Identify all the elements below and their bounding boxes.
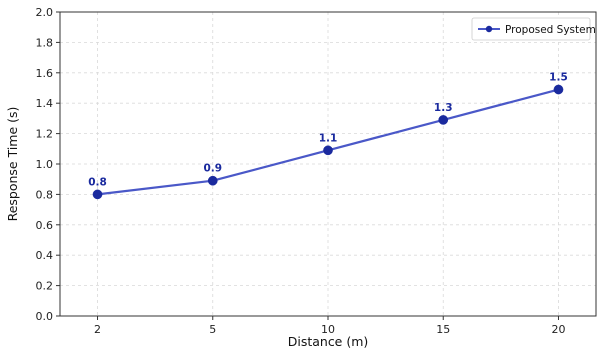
- y-tick-label: 1.8: [36, 36, 54, 49]
- y-tick-label: 0.8: [36, 188, 54, 201]
- y-tick-label: 1.2: [36, 128, 54, 141]
- x-tick-label: 15: [436, 323, 450, 336]
- x-tick-label: 2: [94, 323, 101, 336]
- y-tick-label: 0.2: [36, 280, 54, 293]
- legend: Proposed System: [471, 17, 596, 41]
- data-label: 1.5: [549, 72, 568, 84]
- data-point: [92, 189, 103, 200]
- x-tick-label: 20: [551, 323, 565, 336]
- data-point: [323, 145, 333, 156]
- data-point: [438, 115, 449, 125]
- x-tick-label: 5: [209, 323, 216, 336]
- legend-box: [471, 17, 591, 41]
- x-tick-label: 10: [321, 323, 335, 336]
- data-label: 1.3: [434, 102, 453, 114]
- legend-marker: [485, 25, 493, 33]
- y-tick-label: 0.0: [36, 310, 54, 323]
- y-axis-title: Response Time (s): [5, 107, 20, 222]
- plot-frame: [59, 11, 597, 317]
- series-layer: [92, 84, 564, 200]
- y-tick-label: 0.4: [36, 249, 54, 262]
- axes-layer: 0.0 0.2 0.4 0.6 0.8 1.0 1.2 1.4 1.6 1.8 2.0 2 5 10 15 2…: [36, 6, 597, 336]
- data-label: 0.9: [203, 163, 222, 175]
- grid-layer: [60, 11, 596, 317]
- data-labels-layer: 0.8 0.9 1.1 1.3 1.5: [88, 72, 568, 189]
- data-point: [553, 84, 564, 95]
- y-tick-label: 0.6: [36, 219, 54, 232]
- data-label: 0.8: [88, 176, 107, 188]
- y-tick-label: 2.0: [36, 6, 54, 19]
- y-tick-label: 1.4: [36, 97, 54, 110]
- x-axis-title: Distance (m): [288, 334, 369, 349]
- legend-label: Proposed System: [505, 24, 596, 36]
- data-label: 1.1: [319, 132, 338, 144]
- y-tick-label: 1.0: [36, 158, 54, 171]
- y-tick-label: 1.6: [36, 67, 54, 80]
- data-point: [207, 175, 218, 186]
